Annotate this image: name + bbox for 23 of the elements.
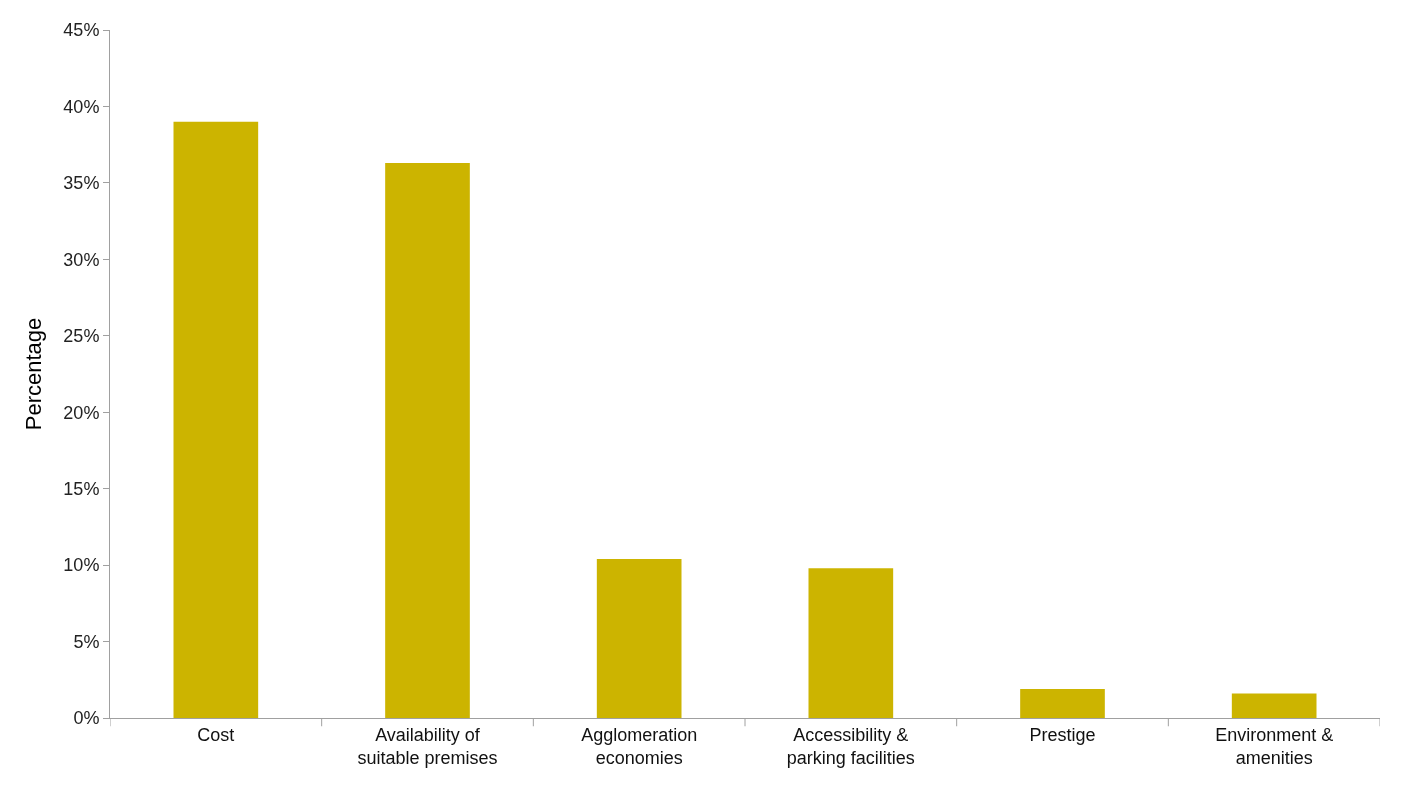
y-tick-label: 40% <box>63 96 100 117</box>
x-tick-label: Prestige <box>1029 724 1096 745</box>
x-tick-label: Environment & amenities <box>1215 724 1334 768</box>
bar <box>173 121 259 718</box>
bar <box>1020 688 1105 718</box>
y-tick-label: 30% <box>63 249 100 270</box>
bar <box>385 163 470 718</box>
x-tick-label: Cost <box>197 724 235 745</box>
x-tick-label: Agglomeration economies <box>581 724 698 768</box>
y-tick-label: 35% <box>63 173 100 194</box>
bar <box>1231 693 1317 718</box>
x-tick-label: Accessibility & parking facilities <box>786 724 915 768</box>
bar <box>808 568 894 718</box>
y-tick-label: 5% <box>73 631 100 652</box>
y-axis-title: Percentage <box>21 317 47 431</box>
y-tick-label: 15% <box>63 478 100 499</box>
x-tick-label: Availability of suitable premises <box>357 724 498 768</box>
y-tick-label: 10% <box>63 555 100 576</box>
y-tick-label: 45% <box>63 20 100 41</box>
y-tick-label: 0% <box>73 708 100 729</box>
bar <box>596 559 682 718</box>
y-tick-label: 20% <box>63 402 100 423</box>
y-tick-label: 25% <box>63 326 100 347</box>
